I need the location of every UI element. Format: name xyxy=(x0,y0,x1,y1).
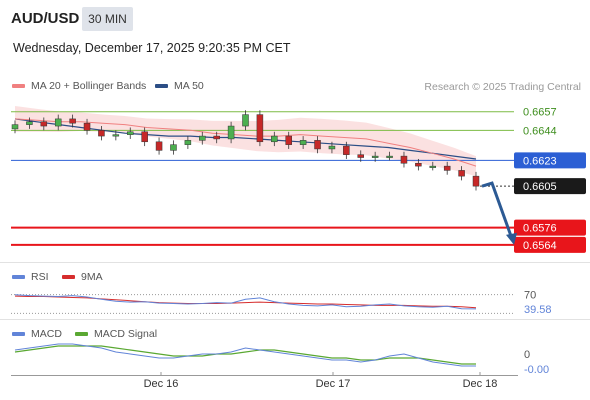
macd-signal-swatch xyxy=(75,332,88,336)
legend-macd-signal: MACD Signal xyxy=(75,328,157,340)
ma20-swatch xyxy=(12,84,25,88)
candle-body xyxy=(83,122,91,131)
candle-body xyxy=(429,165,437,168)
level-label: 0.6564 xyxy=(523,240,557,252)
level-label: 0.6576 xyxy=(523,223,557,235)
candle-body xyxy=(184,140,192,145)
rsi-axis-label: 70 xyxy=(524,290,536,302)
chart-datetime: Wednesday, December 17, 2025 9:20:35 PM … xyxy=(13,41,291,55)
candle-body xyxy=(155,141,163,151)
candle-body xyxy=(256,114,264,143)
legend-ma50: MA 50 xyxy=(155,80,204,92)
research-credit: Research © 2025 Trading Central xyxy=(424,81,581,93)
bollinger-band xyxy=(15,106,476,177)
legend-rsi-ma: 9MA xyxy=(62,271,103,283)
candle-body xyxy=(472,175,480,187)
level-label: 0.6623 xyxy=(523,155,557,167)
level-label-bg xyxy=(514,178,586,195)
candle-body xyxy=(11,124,19,130)
candle-body xyxy=(443,165,451,171)
candle-body xyxy=(271,135,278,143)
legend-macd-label: MACD xyxy=(31,328,62,340)
timeframe-badge[interactable]: 30 MIN xyxy=(82,7,133,31)
candle-body xyxy=(357,154,364,158)
forecast-arrow xyxy=(481,181,514,240)
candle-body xyxy=(26,121,33,125)
legend-macd-signal-label: MACD Signal xyxy=(94,328,158,340)
forecast-arrowhead xyxy=(506,232,517,245)
time-tick-label: Dec 16 xyxy=(144,378,179,390)
rsi-ma-swatch xyxy=(62,275,75,279)
macd-axis-label: 0 xyxy=(524,349,530,361)
legend-ma20: MA 20 + Bollinger Bands xyxy=(12,80,146,92)
candle-body xyxy=(227,125,235,140)
candle-body xyxy=(170,144,177,151)
rsi-swatch xyxy=(12,275,25,279)
ma50-line xyxy=(14,118,477,160)
candle-body xyxy=(54,118,62,127)
ma50-swatch xyxy=(155,84,168,88)
candle-body xyxy=(69,118,76,124)
candle-body xyxy=(299,140,307,145)
legend-ma20-label: MA 20 + Bollinger Bands xyxy=(31,80,147,92)
candle-body xyxy=(199,135,206,141)
macd-last-value: -0.00 xyxy=(524,364,549,376)
candle-body xyxy=(285,135,292,145)
level-label: 0.6657 xyxy=(523,107,557,119)
time-tick-label: Dec 17 xyxy=(316,378,351,390)
candle-body xyxy=(213,135,220,140)
candle-body xyxy=(458,170,465,177)
candle-body xyxy=(400,155,408,164)
candle-body xyxy=(98,130,105,137)
level-label-bg xyxy=(514,152,586,169)
candle-body xyxy=(371,155,379,158)
level-label-bg xyxy=(514,236,586,253)
level-label: 0.6644 xyxy=(523,125,557,137)
time-tick-label: Dec 18 xyxy=(463,378,498,390)
candle-body xyxy=(242,114,249,127)
candle-body xyxy=(328,145,336,150)
rsi-line xyxy=(14,294,477,310)
legend-rsi: RSI xyxy=(12,271,49,283)
ma20-line xyxy=(14,118,477,167)
candle-body xyxy=(127,131,134,135)
level-label: 0.6605 xyxy=(523,181,557,193)
rsi-last-value: 39.58 xyxy=(524,304,552,316)
candle-body xyxy=(40,121,48,127)
macd-swatch xyxy=(12,332,25,336)
legend-ma50-label: MA 50 xyxy=(174,80,204,92)
legend-rsi-label: RSI xyxy=(31,271,49,283)
candle-body xyxy=(314,140,321,150)
candle-body xyxy=(386,155,393,158)
candle-body xyxy=(343,145,350,155)
macd-line xyxy=(14,343,476,367)
macd-signal-line xyxy=(14,345,476,365)
candle-body xyxy=(141,131,148,143)
candle-body xyxy=(415,163,422,167)
symbol-title: AUD/USD xyxy=(11,10,80,27)
legend-rsi-ma-label: 9MA xyxy=(81,271,103,283)
level-label-bg xyxy=(514,219,586,236)
legend-macd: MACD xyxy=(12,328,62,340)
candle-body xyxy=(112,134,120,137)
